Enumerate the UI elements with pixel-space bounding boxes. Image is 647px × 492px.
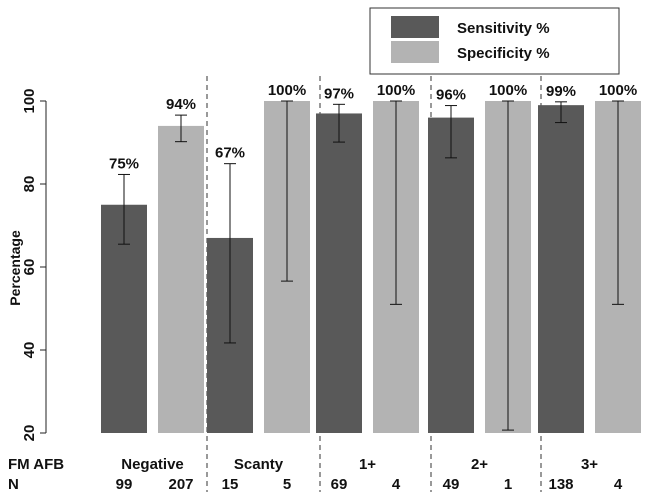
y-tick-label: 60 [21,259,38,276]
n-sensitivity: 69 [331,476,348,492]
bar-sensitivity [538,105,584,434]
n-specificity: 5 [283,476,291,492]
y-tick-label: 100 [21,88,38,113]
legend-label-specificity: Specificity % [457,45,550,62]
bar-sensitivity [428,117,474,433]
data-label: 97% [324,85,354,102]
y-tick-label: 80 [21,176,38,193]
group-label: 1+ [359,456,376,473]
data-label: 99% [546,83,576,100]
data-label: 67% [215,145,245,162]
data-label: 100% [268,82,306,99]
y-tick-label: 20 [21,425,38,442]
group-label: Scanty [234,456,284,473]
data-label: 100% [377,82,415,99]
plot-area: 20 40 60 80 100 75% 94% Negative 99 207 67% 100% Sca… [21,76,641,492]
data-label: 96% [436,87,466,104]
legend-swatch-specificity [391,41,439,63]
bar-sensitivity [316,113,362,433]
legend-label-sensitivity: Sensitivity % [457,20,550,37]
group-label: Negative [121,456,184,473]
n-sensitivity: 15 [222,476,239,492]
n-specificity: 1 [504,476,512,492]
bar-specificity [158,125,204,434]
data-label: 100% [489,82,527,99]
row-label-n: N [8,476,19,492]
data-label: 94% [166,96,196,113]
data-label: 75% [109,155,139,172]
n-sensitivity: 99 [116,476,133,492]
row-label-group: FM AFB [8,456,64,473]
n-sensitivity: 138 [548,476,573,492]
legend-swatch-sensitivity [391,16,439,38]
y-axis-label: Percentage [7,230,23,306]
n-specificity: 4 [614,476,623,492]
data-label: 100% [599,82,637,99]
n-specificity: 4 [392,476,401,492]
legend: Sensitivity % Specificity % [369,7,620,75]
group-label: 2+ [471,456,488,473]
n-sensitivity: 49 [443,476,460,492]
group-label: 3+ [581,456,598,473]
n-specificity: 207 [168,476,193,492]
y-tick-label: 40 [21,342,38,359]
